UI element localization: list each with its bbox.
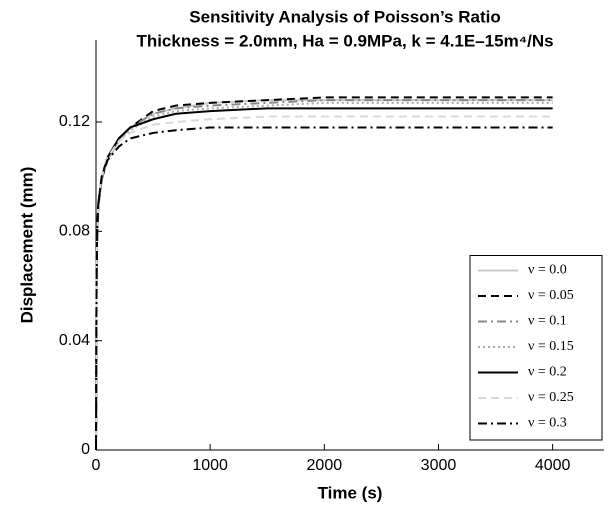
x-tick-label: 4000 (535, 457, 571, 474)
y-tick-label: 0.12 (59, 113, 90, 130)
x-axis-label: Time (s) (318, 483, 383, 502)
legend-label: ν = 0.1 (528, 314, 567, 329)
y-tick-label: 0 (81, 441, 90, 458)
legend-label: ν = 0.05 (528, 288, 574, 303)
y-axis-label: Displacement (mm) (17, 167, 36, 324)
y-tick-label: 0.04 (59, 332, 90, 349)
legend-label: ν = 0.25 (528, 390, 574, 405)
x-tick-label: 1000 (192, 457, 228, 474)
legend-box (469, 255, 603, 441)
x-tick-label: 3000 (421, 457, 457, 474)
legend-label: ν = 0.0 (528, 263, 567, 278)
chart-subtitle: Thickness = 2.0mm, Ha = 0.9MPa, k = 4.1E… (136, 31, 553, 50)
legend-label: ν = 0.3 (528, 416, 567, 431)
x-tick-label: 2000 (307, 457, 343, 474)
legend-label: ν = 0.2 (528, 365, 567, 380)
x-tick-label: 0 (92, 457, 101, 474)
series-line (95, 115, 553, 451)
legend-label: ν = 0.15 (528, 339, 574, 354)
y-tick-label: 0.08 (59, 223, 90, 240)
chart-title: Sensitivity Analysis of Poisson’s Ratio (189, 7, 500, 26)
series-line (95, 126, 553, 451)
